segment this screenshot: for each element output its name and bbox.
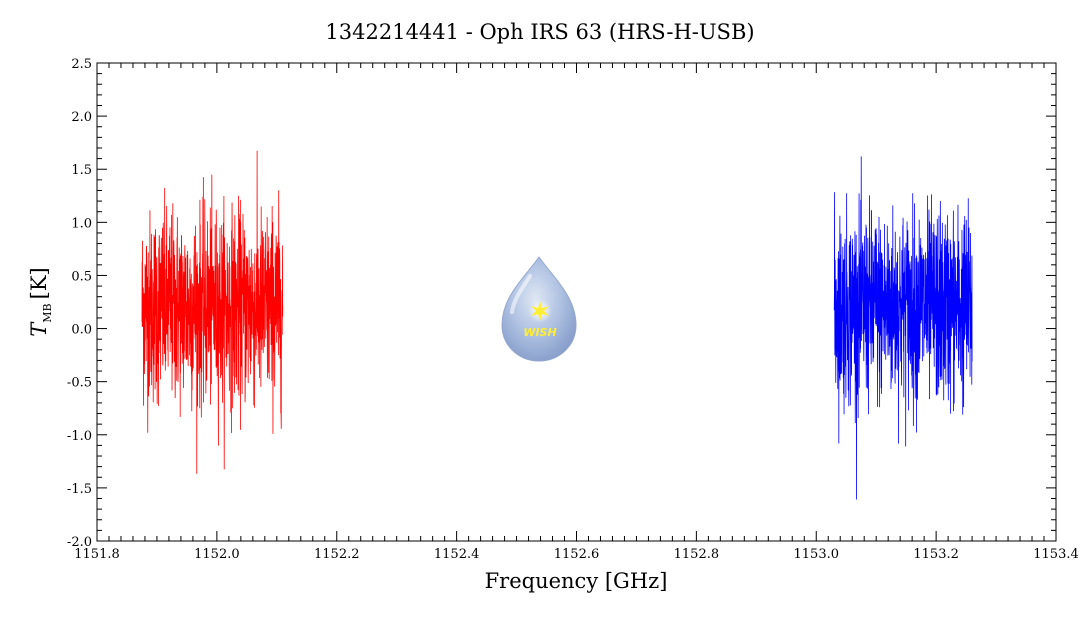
x-tick-label: 1153.2 [913, 547, 959, 562]
y-tick-label: 2.0 [71, 110, 92, 125]
y-axis-label-unit: [K] [27, 267, 51, 299]
spectrum-series-1 [141, 150, 284, 474]
y-tick-label: 1.5 [71, 163, 92, 178]
ticks-layer [96, 62, 1057, 542]
wish-logo-text: WISH [523, 326, 556, 339]
y-tick-label: -1.0 [67, 429, 92, 444]
y-tick-label: 0.5 [71, 269, 92, 284]
x-axis-label: Frequency [GHz] [485, 569, 668, 593]
svg-text:TMB[K]: TMB [K] [27, 267, 54, 336]
y-tick-label: -2.0 [67, 535, 92, 550]
y-tick-labels: -2.0 -1.5 -1.0 -0.5 0.0 0.5 1.0 1.5 2.0 2.5 [67, 57, 92, 550]
y-tick-label: -1.5 [67, 482, 92, 497]
x-tick-label: 1151.8 [74, 547, 120, 562]
y-tick-label: 2.5 [71, 57, 92, 72]
series-layer [141, 150, 973, 500]
x-tick-label: 1152.6 [554, 547, 600, 562]
x-tick-label: 1153.4 [1033, 547, 1079, 562]
x-tick-label: 1152.4 [434, 547, 480, 562]
wish-logo: WISH [501, 256, 577, 362]
x-tick-label: 1153.0 [794, 547, 840, 562]
x-tick-label: 1152.0 [194, 547, 240, 562]
y-tick-label: 0.0 [71, 323, 92, 338]
spectrum-series-2 [833, 156, 973, 500]
x-tick-label: 1152.2 [314, 547, 360, 562]
x-tick-labels: 1151.8 1152.0 1152.2 1152.4 1152.6 1152.8 1153… [74, 547, 1079, 562]
y-axis-label-main: T [27, 321, 51, 337]
y-axis-label-sub: MB [41, 303, 54, 322]
y-axis-label: TMB [K] [27, 267, 54, 336]
x-tick-label: 1152.8 [674, 547, 720, 562]
y-tick-label: 1.0 [71, 216, 92, 231]
chart-title: 1342214441 - Oph IRS 63 (HRS-H-USB) [325, 20, 754, 44]
y-tick-label: -0.5 [67, 376, 92, 391]
